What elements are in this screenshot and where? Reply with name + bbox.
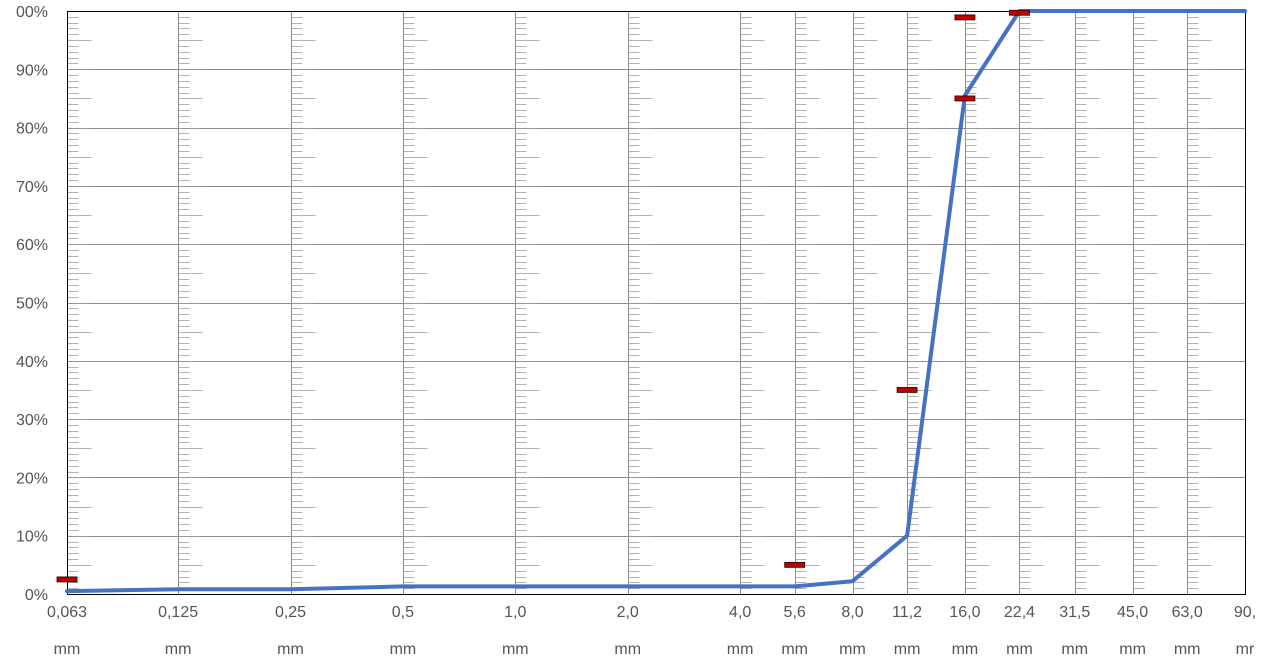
limit-marker: [1009, 9, 1030, 16]
y-tick-label: 40%: [16, 354, 48, 371]
y-tick-label: 70%: [16, 179, 48, 196]
x-tick-label: 8,0: [841, 604, 863, 621]
x-tick-label: 45,0: [1117, 604, 1148, 621]
x-tick-unit-label: mm: [165, 641, 192, 658]
x-tick-label: 0,5: [392, 604, 414, 621]
x-tick-unit-label: mm: [839, 641, 866, 658]
x-tick-unit-label: mm: [614, 641, 641, 658]
limit-marker: [954, 95, 976, 102]
x-tick-label: 11,2: [892, 604, 922, 621]
x-tick-unit-label: mm: [277, 641, 304, 658]
y-tick-label: 10%: [16, 529, 48, 546]
limit-marker: [896, 387, 918, 393]
x-tick-unit-label: mm: [781, 641, 808, 658]
x-tick-label: 90,: [1234, 604, 1256, 621]
x-tick-label: 0,063: [47, 604, 87, 621]
y-tick-label: 50%: [16, 296, 48, 313]
x-tick-label: 63,0: [1172, 604, 1203, 621]
y-tick-label: 0%: [25, 587, 48, 604]
x-tick-unit-label: mr: [1236, 641, 1255, 658]
limit-marker: [954, 14, 976, 21]
x-tick-label: 16,0: [949, 604, 980, 621]
x-tick-unit-label: mm: [1006, 641, 1033, 658]
y-tick-label: 90%: [16, 62, 48, 79]
x-tick-unit-label: mm: [894, 641, 921, 658]
x-tick-label: 0,25: [275, 604, 306, 621]
y-tick-label: 20%: [16, 470, 48, 487]
x-tick-label: 31,5: [1059, 604, 1090, 621]
x-tick-unit-label: mm: [727, 641, 754, 658]
x-tick-label: 22,4: [1004, 604, 1035, 621]
x-tick-unit-label: mm: [1119, 641, 1146, 658]
limit-marker: [784, 561, 806, 568]
x-tick-label: 1,0: [504, 604, 526, 621]
limit-marker: [56, 576, 78, 583]
y-tick-label: 00%: [16, 4, 48, 21]
x-tick-label: 0,125: [158, 604, 198, 621]
x-tick-unit-label: mm: [952, 641, 979, 658]
passing-curve-line: [65, 9, 1247, 594]
x-tick-unit-label: mm: [390, 641, 417, 658]
x-tick-unit-label: mm: [1061, 641, 1088, 658]
x-tick-unit-label: mm: [502, 641, 529, 658]
y-tick-label: 80%: [16, 121, 48, 138]
x-tick-label: 2,0: [617, 604, 639, 621]
x-tick-label: 4,0: [729, 604, 751, 621]
plot-border: [67, 11, 1246, 595]
x-tick-unit-label: mm: [54, 641, 81, 658]
x-tick-label: 5,6: [784, 604, 806, 621]
y-tick-label: 30%: [16, 412, 48, 429]
y-tick-label: 60%: [16, 237, 48, 254]
x-tick-unit-label: mm: [1174, 641, 1201, 658]
